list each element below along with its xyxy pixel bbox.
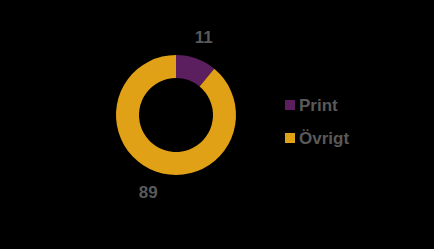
slice [116, 55, 236, 175]
legend-swatch [285, 100, 295, 110]
background [0, 0, 434, 249]
legend: Print Övrigt [285, 96, 349, 148]
legend-label: Övrigt [299, 129, 349, 148]
data-label: 89 [139, 183, 158, 202]
legend-label: Print [299, 96, 338, 115]
data-labels: 11 89 [139, 28, 213, 201]
slices [116, 55, 236, 175]
chart: 11 89 Print Övrigt [0, 0, 434, 249]
legend-swatch [285, 133, 295, 143]
chart-root: 11 89 Print Övrigt [0, 0, 434, 249]
data-label: 11 [195, 28, 213, 47]
